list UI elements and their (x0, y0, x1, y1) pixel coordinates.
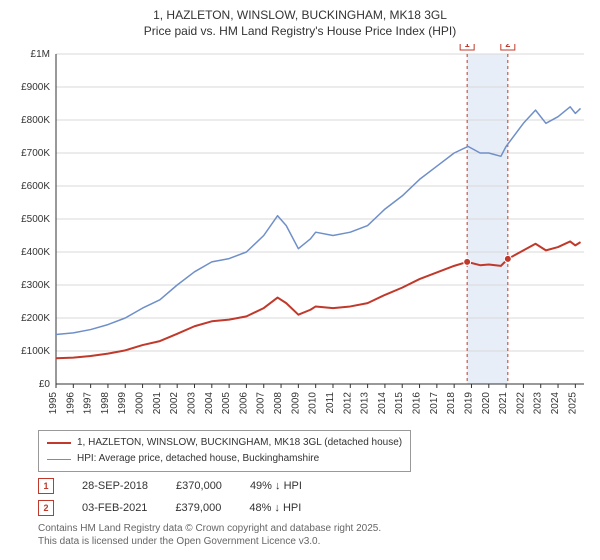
svg-text:2022: 2022 (515, 392, 526, 415)
svg-text:2023: 2023 (533, 392, 544, 415)
legend-label: HPI: Average price, detached house, Buck… (77, 451, 319, 467)
footnote-line1: Contains HM Land Registry data © Crown c… (38, 523, 381, 534)
svg-text:2018: 2018 (446, 392, 457, 415)
svg-text:2017: 2017 (429, 392, 440, 415)
svg-text:2011: 2011 (325, 392, 336, 414)
annotation-marker: 2 (38, 500, 54, 516)
svg-text:1: 1 (465, 44, 470, 49)
svg-text:£700K: £700K (21, 148, 50, 159)
chart-title-line1: 1, HAZLETON, WINSLOW, BUCKINGHAM, MK18 3… (8, 8, 592, 22)
annotation-price: £379,000 (175, 502, 221, 514)
svg-text:2008: 2008 (273, 392, 284, 415)
annotation-date: 28-SEP-2018 (82, 480, 148, 492)
annotation-row: 2 03-FEB-2021 £379,000 48% ↓ HPI (38, 500, 592, 516)
svg-text:1997: 1997 (83, 392, 94, 415)
svg-text:2002: 2002 (169, 392, 180, 415)
svg-text:2012: 2012 (342, 392, 353, 415)
annotation-date: 03-FEB-2021 (82, 502, 147, 514)
svg-text:2021: 2021 (498, 392, 509, 415)
svg-text:2005: 2005 (221, 392, 232, 415)
svg-text:£0: £0 (39, 379, 51, 390)
annotation-row: 1 28-SEP-2018 £370,000 49% ↓ HPI (38, 478, 592, 494)
svg-text:2000: 2000 (135, 392, 146, 415)
svg-text:2009: 2009 (290, 392, 301, 415)
svg-text:£100K: £100K (21, 346, 50, 357)
annotation-marker: 1 (38, 478, 54, 494)
chart-title-line2: Price paid vs. HM Land Registry's House … (8, 24, 592, 38)
svg-text:2015: 2015 (394, 392, 405, 415)
svg-text:2003: 2003 (186, 392, 197, 415)
svg-text:2010: 2010 (308, 392, 319, 415)
line-chart: £0 £100K £200K £300K £400K £500K £600K £700K £80… (8, 44, 592, 424)
svg-text:£200K: £200K (21, 313, 50, 324)
svg-text:£500K: £500K (21, 214, 50, 225)
svg-text:£600K: £600K (21, 181, 50, 192)
svg-text:£300K: £300K (21, 280, 50, 291)
annotation-diff: 49% ↓ HPI (250, 480, 302, 492)
svg-text:2016: 2016 (412, 392, 423, 415)
svg-text:£400K: £400K (21, 247, 50, 258)
annotation-diff: 48% ↓ HPI (249, 502, 301, 514)
svg-text:1999: 1999 (117, 392, 128, 415)
svg-text:£1M: £1M (31, 49, 50, 60)
annotation-price: £370,000 (176, 480, 222, 492)
legend-label: 1, HAZLETON, WINSLOW, BUCKINGHAM, MK18 3… (77, 435, 402, 451)
svg-text:2024: 2024 (550, 392, 561, 415)
legend-item: 1, HAZLETON, WINSLOW, BUCKINGHAM, MK18 3… (47, 435, 402, 451)
footnote-line2: This data is licensed under the Open Gov… (38, 536, 320, 547)
svg-text:2013: 2013 (360, 392, 371, 415)
svg-text:2007: 2007 (256, 392, 267, 415)
legend: 1, HAZLETON, WINSLOW, BUCKINGHAM, MK18 3… (38, 430, 411, 472)
svg-text:2004: 2004 (204, 392, 215, 415)
legend-swatch (47, 442, 71, 444)
legend-item: HPI: Average price, detached house, Buck… (47, 451, 402, 467)
chart-container: £0 £100K £200K £300K £400K £500K £600K £700K £80… (8, 44, 592, 424)
svg-text:2019: 2019 (463, 392, 474, 415)
svg-text:£800K: £800K (21, 115, 50, 126)
svg-text:2: 2 (505, 44, 510, 49)
svg-text:1998: 1998 (100, 392, 111, 415)
svg-text:2025: 2025 (567, 392, 578, 415)
svg-text:2006: 2006 (238, 392, 249, 415)
annotations-table: 1 28-SEP-2018 £370,000 49% ↓ HPI 2 03-FEB-202… (38, 478, 592, 516)
svg-text:1996: 1996 (65, 392, 76, 415)
svg-text:2001: 2001 (152, 392, 163, 415)
svg-text:£900K: £900K (21, 82, 50, 93)
legend-swatch (47, 459, 71, 460)
svg-text:2014: 2014 (377, 392, 388, 415)
svg-text:2020: 2020 (481, 392, 492, 415)
footnote: Contains HM Land Registry data © Crown c… (38, 522, 592, 548)
svg-text:1995: 1995 (48, 392, 59, 415)
